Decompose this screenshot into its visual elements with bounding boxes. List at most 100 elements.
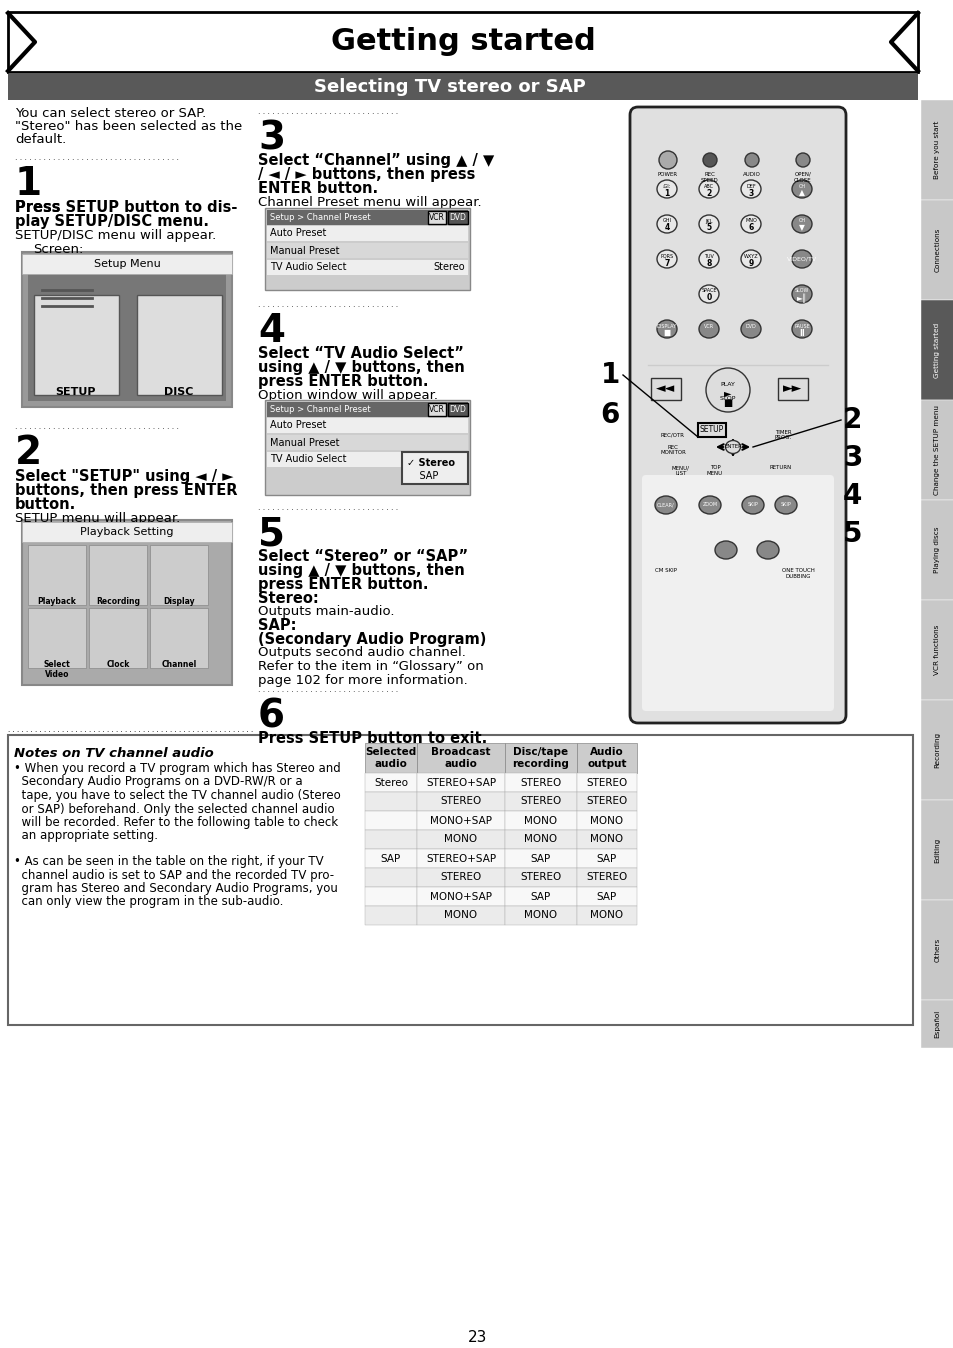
- Text: Channel Preset menu will appear.: Channel Preset menu will appear.: [257, 195, 481, 209]
- Text: ▼: ▼: [799, 224, 804, 232]
- Text: press ENTER button.: press ENTER button.: [257, 577, 428, 592]
- Bar: [920, 600, 953, 700]
- Text: Playing discs: Playing discs: [934, 527, 940, 573]
- Bar: [365, 887, 416, 906]
- Text: STEREO: STEREO: [519, 797, 561, 806]
- Bar: [22, 252, 232, 407]
- Text: Auto Preset: Auto Preset: [270, 229, 326, 239]
- Text: Select "SETUP" using ◄ / ►: Select "SETUP" using ◄ / ►: [15, 469, 233, 484]
- Ellipse shape: [655, 496, 677, 514]
- Ellipse shape: [699, 319, 719, 338]
- Circle shape: [744, 154, 759, 167]
- Text: VCR functions: VCR functions: [934, 625, 940, 675]
- Ellipse shape: [740, 249, 760, 268]
- Bar: [577, 743, 637, 772]
- Text: VIDEO/TV: VIDEO/TV: [786, 256, 816, 262]
- Bar: [26, 524, 228, 542]
- Text: CM SKIP: CM SKIP: [655, 568, 677, 573]
- Ellipse shape: [699, 496, 720, 514]
- Bar: [34, 295, 119, 395]
- Text: Editing: Editing: [934, 837, 940, 863]
- Bar: [28, 545, 86, 605]
- Text: 2: 2: [842, 406, 862, 434]
- Text: TV Audio Select: TV Audio Select: [270, 454, 346, 465]
- Text: SAP: SAP: [597, 891, 617, 902]
- Bar: [698, 423, 725, 437]
- Bar: [577, 830, 637, 849]
- Text: ENTER: ENTER: [723, 445, 741, 449]
- Text: "Stereo" has been selected as the: "Stereo" has been selected as the: [15, 120, 242, 133]
- Text: Setup > Channel Preset: Setup > Channel Preset: [270, 404, 370, 414]
- Text: STEREO: STEREO: [440, 797, 481, 806]
- Bar: [577, 772, 637, 793]
- Text: CLEAR/: CLEAR/: [657, 503, 674, 507]
- Text: 9: 9: [747, 259, 753, 267]
- Text: DEF: DEF: [745, 183, 755, 189]
- Text: VCR: VCR: [429, 404, 444, 414]
- Text: ZOOM: ZOOM: [701, 503, 717, 507]
- Text: Select
Video: Select Video: [44, 661, 71, 679]
- Text: • When you record a TV program which has Stereo and: • When you record a TV program which has…: [14, 762, 340, 775]
- Text: STEREO: STEREO: [519, 778, 561, 787]
- Text: tape, you have to select the TV channel audio (Stereo: tape, you have to select the TV channel …: [14, 789, 340, 802]
- Text: PQRS: PQRS: [659, 253, 673, 259]
- Text: Selected
audio: Selected audio: [365, 747, 416, 768]
- Ellipse shape: [774, 496, 796, 514]
- Text: default.: default.: [15, 133, 66, 146]
- Bar: [22, 520, 232, 685]
- Bar: [920, 301, 953, 400]
- Text: VCR: VCR: [703, 324, 713, 329]
- Ellipse shape: [657, 249, 677, 268]
- Text: Select “Stereo” or “SAP”: Select “Stereo” or “SAP”: [257, 549, 468, 563]
- Text: PAUSE: PAUSE: [793, 324, 809, 329]
- Text: DVD: DVD: [449, 213, 466, 222]
- Text: SAP: SAP: [597, 853, 617, 864]
- Bar: [920, 900, 953, 1000]
- Text: 5: 5: [842, 520, 862, 549]
- Text: ►►: ►►: [782, 383, 801, 395]
- Bar: [577, 849, 637, 868]
- Text: SAP: SAP: [530, 853, 551, 864]
- Text: STEREO: STEREO: [586, 872, 627, 883]
- Text: 0: 0: [705, 294, 711, 302]
- Bar: [365, 868, 416, 887]
- Bar: [401, 452, 468, 484]
- Text: 6: 6: [747, 224, 753, 232]
- Bar: [89, 608, 147, 669]
- Ellipse shape: [657, 181, 677, 198]
- Text: an appropriate setting.: an appropriate setting.: [14, 829, 158, 842]
- Bar: [920, 400, 953, 500]
- Bar: [267, 418, 468, 433]
- Bar: [150, 545, 208, 605]
- Bar: [416, 811, 504, 830]
- Bar: [416, 793, 504, 811]
- Text: 8: 8: [705, 259, 711, 267]
- Text: 23: 23: [468, 1330, 487, 1345]
- Text: button.: button.: [15, 497, 76, 512]
- Bar: [577, 793, 637, 811]
- Bar: [920, 1000, 953, 1047]
- Bar: [577, 811, 637, 830]
- Text: DVD: DVD: [745, 324, 756, 329]
- Text: 1: 1: [15, 164, 42, 204]
- Text: STEREO: STEREO: [519, 872, 561, 883]
- Ellipse shape: [740, 181, 760, 198]
- Bar: [416, 849, 504, 868]
- Text: Before you start: Before you start: [934, 121, 940, 179]
- Text: ►: ►: [723, 388, 731, 398]
- Bar: [416, 743, 504, 772]
- Text: SLOW: SLOW: [794, 288, 808, 294]
- Bar: [365, 743, 416, 772]
- Text: Getting started: Getting started: [331, 27, 595, 57]
- Text: STEREO: STEREO: [440, 872, 481, 883]
- Text: 2: 2: [705, 189, 711, 198]
- Text: RETURN: RETURN: [769, 465, 791, 470]
- Text: REC/OTR: REC/OTR: [660, 433, 684, 438]
- Text: 7: 7: [663, 259, 669, 267]
- Text: 3: 3: [257, 119, 285, 156]
- Bar: [365, 772, 416, 793]
- Bar: [89, 545, 147, 605]
- Text: Display: Display: [163, 597, 194, 607]
- Bar: [8, 735, 912, 1024]
- Text: TV Audio Select: TV Audio Select: [270, 263, 346, 272]
